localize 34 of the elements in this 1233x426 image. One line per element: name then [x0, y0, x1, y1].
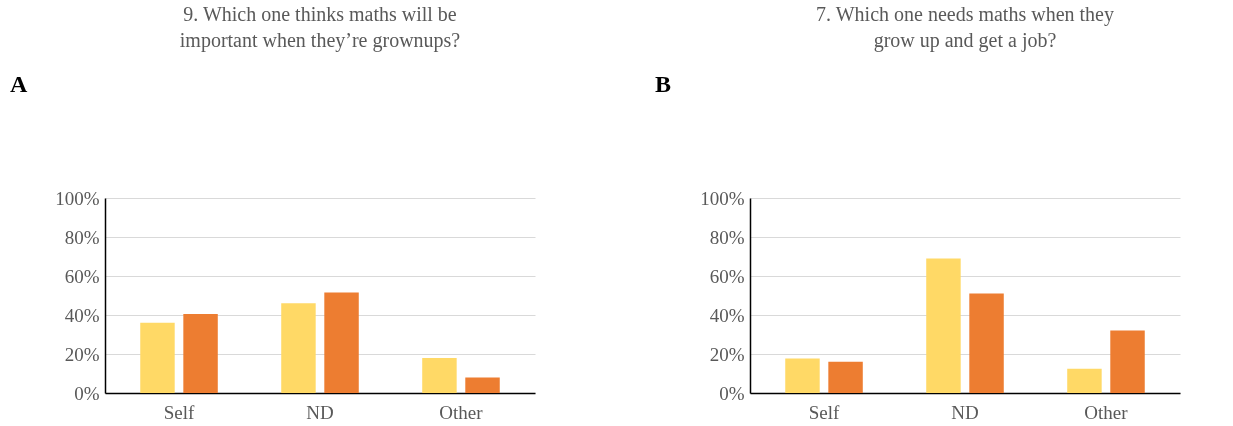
bar: [828, 361, 863, 393]
y-tick-label: 40%: [709, 304, 745, 326]
bar: [281, 303, 316, 393]
y-tick-label: 0%: [719, 382, 745, 404]
bar: [1110, 330, 1145, 393]
x-tick-label: Self: [808, 401, 840, 423]
y-tick-label: 20%: [709, 343, 745, 365]
bar: [785, 358, 820, 393]
x-tick-label: ND: [951, 401, 979, 423]
bar: [183, 314, 218, 393]
y-tick-label: 60%: [64, 265, 100, 287]
y-tick-label: 80%: [709, 226, 745, 248]
bar: [140, 322, 175, 393]
text: A: [10, 71, 28, 97]
chart-title: 9. Which one thinks maths will be important when they’re grownups?: [179, 3, 461, 52]
bar: [969, 293, 1004, 393]
x-tick-label: Other: [1084, 401, 1129, 423]
bar: [422, 357, 457, 393]
x-tick-label: Other: [439, 401, 484, 423]
y-tick-label: 40%: [64, 304, 100, 326]
bar: [324, 292, 359, 393]
y-tick-label: 100%: [55, 187, 100, 209]
text: B: [655, 71, 672, 97]
y-tick-label: 0%: [74, 382, 100, 404]
bar: [926, 258, 961, 393]
y-tick-label: 100%: [700, 187, 745, 209]
y-tick-label: 60%: [709, 265, 745, 287]
x-tick-label: Self: [163, 401, 195, 423]
y-tick-label: 80%: [64, 226, 100, 248]
x-tick-label: ND: [306, 401, 334, 423]
bar: [1067, 368, 1102, 393]
y-tick-label: 20%: [64, 343, 100, 365]
bar: [465, 377, 500, 393]
chart-title: 7. Which one needs maths when they grow up and get a job?: [816, 3, 1114, 52]
